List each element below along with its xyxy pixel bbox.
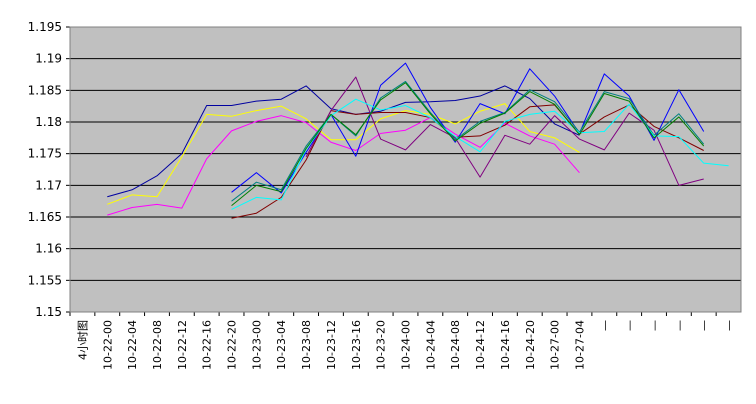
series-line-1 bbox=[107, 103, 580, 205]
x-tick-label: 10-22-12 bbox=[176, 320, 189, 370]
x-tick-label: 10-22-20 bbox=[226, 320, 239, 370]
x-tick-label: 10-22-16 bbox=[201, 320, 214, 370]
x-tick-label: 10-23-04 bbox=[275, 320, 288, 370]
x-tick-label: — bbox=[648, 320, 661, 331]
series-line-6 bbox=[231, 80, 705, 202]
x-tick-label: 10-22-04 bbox=[126, 320, 139, 370]
series-line-4 bbox=[231, 104, 704, 219]
x-tick-label: 10-27-04 bbox=[573, 320, 586, 370]
x-tick-label: — bbox=[698, 320, 711, 331]
x-tick-label: 10-24-12 bbox=[474, 320, 487, 370]
y-tick-label: 1.16 bbox=[35, 242, 62, 256]
x-tick-label: 10-24-16 bbox=[499, 320, 512, 370]
series-line-0 bbox=[107, 85, 580, 198]
y-tick-label: 1.17 bbox=[35, 178, 62, 192]
y-tick-label: 1.185 bbox=[28, 83, 62, 97]
x-tick-label: 10-23-00 bbox=[250, 320, 263, 370]
y-axis-ticks: 1.195 1.19 1.185 1.18 1.175 1.17 1.165 1.16 1.15… bbox=[28, 20, 70, 319]
y-tick-label: 1.155 bbox=[28, 273, 62, 287]
series-line-8 bbox=[231, 82, 705, 206]
x-tick-label: — bbox=[673, 320, 686, 331]
x-axis-ticks: 4小时图 10-22-00 10-22-04 10-22-08 10-22-12 10-2… bbox=[69, 312, 736, 370]
series-line-5 bbox=[305, 76, 704, 186]
series-lines bbox=[107, 62, 729, 219]
x-tick-label: 10-27-00 bbox=[549, 320, 562, 370]
x-tick-label: 10-24-00 bbox=[400, 320, 413, 370]
x-tick-label: — bbox=[598, 320, 611, 331]
y-tick-label: 1.19 bbox=[35, 52, 62, 66]
x-tick-label: 10-24-08 bbox=[449, 320, 462, 370]
y-tick-label: 1.18 bbox=[35, 115, 62, 129]
x-tick-label: 10-23-08 bbox=[300, 320, 313, 370]
y-tick-label: 1.15 bbox=[35, 305, 62, 319]
y-tick-label: 1.195 bbox=[28, 20, 62, 34]
x-tick-label: 10-23-20 bbox=[375, 320, 388, 370]
x-tick-label: 10-24-04 bbox=[424, 320, 437, 370]
x-tick-label: 4小时图 bbox=[76, 320, 89, 360]
x-tick-label: — bbox=[623, 320, 636, 331]
x-tick-label: 10-22-00 bbox=[101, 320, 114, 370]
series-line-3 bbox=[231, 62, 705, 194]
x-tick-label: 10-23-12 bbox=[325, 320, 338, 370]
plot-area bbox=[70, 27, 741, 312]
y-tick-label: 1.165 bbox=[28, 210, 62, 224]
x-tick-label: 10-24-20 bbox=[524, 320, 537, 370]
x-tick-label: — bbox=[723, 320, 736, 331]
y-tick-label: 1.175 bbox=[28, 147, 62, 161]
plot-border bbox=[69, 26, 742, 313]
x-tick-label: 10-23-16 bbox=[350, 320, 363, 370]
x-tick-label: 10-22-08 bbox=[151, 320, 164, 370]
